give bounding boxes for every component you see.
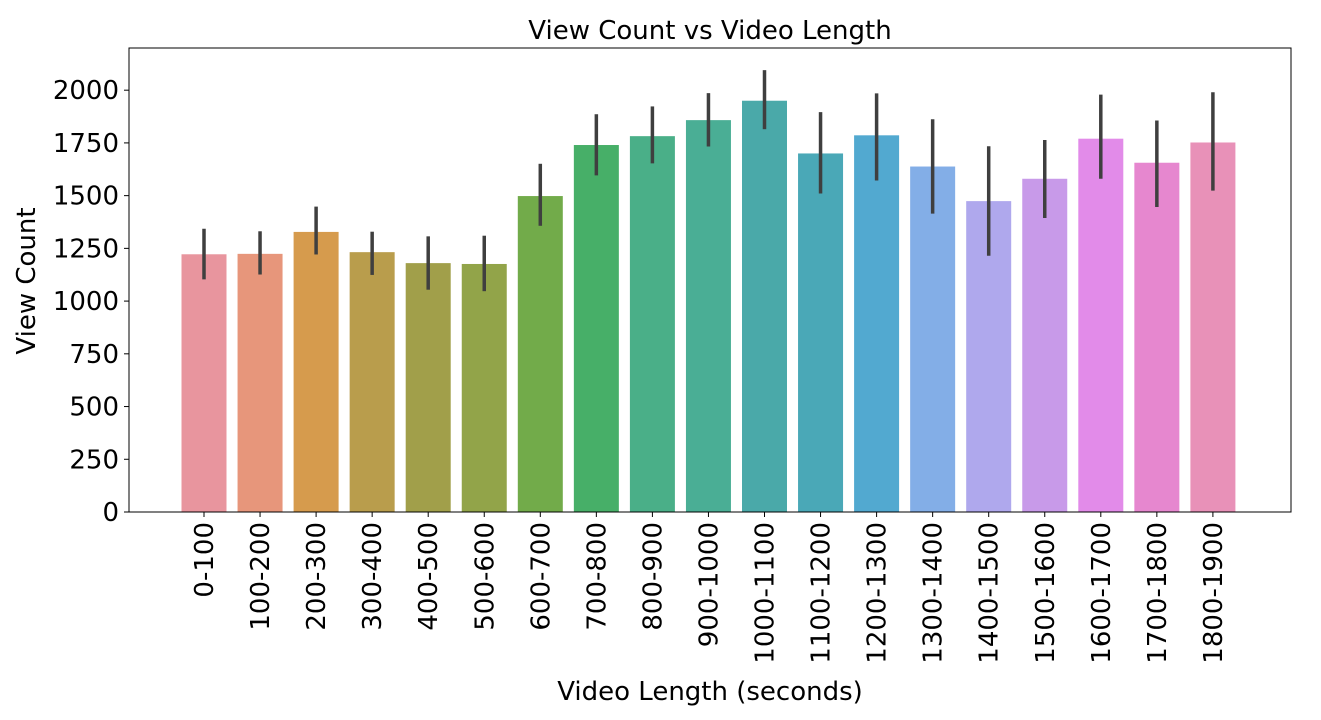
x-tick-label: 1000-1100 bbox=[751, 522, 781, 664]
x-tick-label: 400-500 bbox=[414, 522, 444, 631]
bar-700-800 bbox=[573, 145, 619, 512]
x-tick-label: 1800-1900 bbox=[1199, 522, 1229, 664]
x-tick-label: 100-200 bbox=[246, 522, 276, 631]
x-tick-label: 1700-1800 bbox=[1143, 522, 1173, 664]
x-tick-label: 600-700 bbox=[526, 522, 556, 631]
y-tick-label: 1000 bbox=[53, 287, 119, 317]
x-tick-label: 1300-1400 bbox=[919, 522, 949, 664]
x-axis-label: Video Length (seconds) bbox=[557, 677, 863, 707]
bar-1100-1200 bbox=[798, 153, 844, 513]
x-tick-label: 500-600 bbox=[470, 522, 500, 631]
y-axis: 0 250 500 750 1000 1250 1500 1750 2000 bbox=[53, 76, 129, 528]
x-tick-label: 1600-1700 bbox=[1087, 522, 1117, 664]
x-tick-label: 800-900 bbox=[638, 522, 668, 631]
bar-900-1000 bbox=[685, 120, 731, 512]
bar-800-900 bbox=[629, 136, 675, 512]
y-tick-label: 250 bbox=[69, 445, 119, 475]
y-tick-label: 1500 bbox=[53, 182, 119, 212]
y-tick-label: 2000 bbox=[53, 76, 119, 106]
y-tick-label: 1250 bbox=[53, 234, 119, 264]
x-axis: 0-100 100-200 200-300 300-400 400-500 500-600… bbox=[190, 512, 1229, 664]
x-tick-label: 700-800 bbox=[582, 522, 612, 631]
y-tick-label: 750 bbox=[69, 340, 119, 370]
bar-1500-1600 bbox=[1022, 178, 1068, 512]
x-tick-label: 0-100 bbox=[190, 522, 220, 598]
x-tick-label: 1200-1300 bbox=[863, 522, 893, 664]
bar-200-300 bbox=[293, 231, 339, 512]
bar-1700-1800 bbox=[1134, 162, 1180, 512]
x-tick-label: 900-1000 bbox=[694, 522, 724, 647]
chart-title: View Count vs Video Length bbox=[528, 16, 891, 46]
bar-600-700 bbox=[517, 196, 563, 513]
bars-group bbox=[181, 100, 1236, 513]
x-tick-label: 1500-1600 bbox=[1031, 522, 1061, 664]
x-tick-label: 1100-1200 bbox=[807, 522, 837, 664]
y-tick-label: 500 bbox=[69, 393, 119, 423]
y-axis-label: View Count bbox=[12, 207, 42, 354]
x-tick-label: 1400-1500 bbox=[975, 522, 1005, 664]
bar-400-500 bbox=[405, 263, 451, 512]
plot-frame bbox=[128, 47, 1292, 513]
x-tick-label: 300-400 bbox=[358, 522, 388, 631]
bar-1300-1400 bbox=[910, 166, 956, 512]
bar-500-600 bbox=[461, 263, 507, 512]
bar-0-100 bbox=[181, 254, 227, 512]
y-tick-label: 0 bbox=[102, 498, 119, 528]
x-tick-label: 200-300 bbox=[302, 522, 332, 631]
bar-1600-1700 bbox=[1078, 138, 1124, 512]
error-bars-group bbox=[202, 70, 1215, 292]
bar-100-200 bbox=[237, 253, 283, 512]
bar-1200-1300 bbox=[854, 135, 900, 513]
bar-1800-1900 bbox=[1190, 142, 1236, 512]
bar-300-400 bbox=[349, 252, 395, 512]
bar-1000-1100 bbox=[742, 100, 787, 513]
y-tick-label: 1750 bbox=[53, 129, 119, 159]
